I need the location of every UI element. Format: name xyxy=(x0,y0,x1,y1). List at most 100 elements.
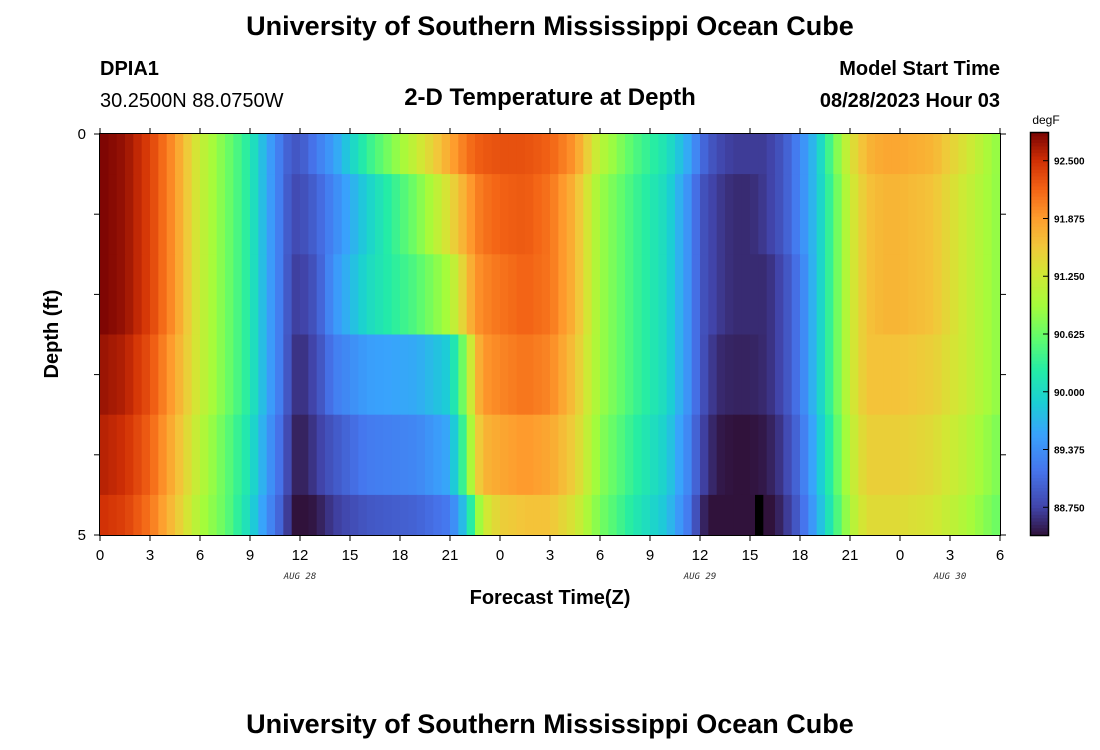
heatmap-cell xyxy=(425,174,434,255)
heatmap-cell xyxy=(233,414,243,496)
colorbar-segment xyxy=(1031,200,1048,204)
heatmap-cell xyxy=(766,414,776,496)
heatmap-cell xyxy=(866,494,876,535)
colorbar-segment xyxy=(1031,334,1048,338)
heatmap-cell xyxy=(400,494,409,535)
heatmap-cell xyxy=(175,174,184,255)
heatmap-cell xyxy=(725,254,734,336)
heatmap-cell xyxy=(425,334,434,416)
plot-title: 2-D Temperature at Depth xyxy=(404,84,696,111)
heatmap-cell xyxy=(716,174,726,255)
colorbar-segment xyxy=(1031,173,1048,178)
heatmap-cell xyxy=(358,414,368,496)
colorbar-segment xyxy=(1031,397,1048,402)
heatmap-cell xyxy=(125,174,134,255)
heatmap-cell xyxy=(250,174,259,255)
heatmap-cell xyxy=(958,134,968,175)
heatmap-cell xyxy=(933,334,943,416)
heatmap-cell xyxy=(841,334,851,416)
heatmap-cell xyxy=(966,334,976,416)
model-start-value: 08/28/2023 Hour 03 xyxy=(820,90,1000,112)
heatmap-cell xyxy=(358,174,368,255)
heatmap-cell xyxy=(650,254,659,336)
colorbar-segment xyxy=(1031,384,1048,389)
heatmap-cell xyxy=(450,334,459,416)
heatmap-cell xyxy=(950,254,959,336)
heatmap-cell xyxy=(991,414,1000,496)
heatmap-cell xyxy=(625,174,634,255)
heatmap-cell xyxy=(233,134,243,175)
heatmap-cell xyxy=(350,174,359,255)
heatmap-cell xyxy=(916,134,926,175)
heatmap-cell xyxy=(658,334,668,416)
heatmap-cell xyxy=(191,494,201,535)
heatmap-cell xyxy=(733,414,743,496)
heatmap-cell xyxy=(183,494,193,535)
heatmap-cell xyxy=(283,174,293,255)
heatmap-cell xyxy=(858,414,868,496)
heatmap-cell xyxy=(900,174,909,255)
heatmap-cell xyxy=(908,254,918,336)
heatmap-cell xyxy=(450,494,459,535)
heatmap-cell xyxy=(316,414,326,496)
heatmap-cell xyxy=(216,414,226,496)
heatmap-cell xyxy=(675,414,684,496)
heatmap-cell xyxy=(700,494,709,535)
x-tick-label: 12 xyxy=(692,547,709,564)
heatmap-cell xyxy=(766,334,776,416)
heatmap-cell xyxy=(650,174,659,255)
heatmap-cell xyxy=(691,254,701,336)
heatmap-cell xyxy=(475,334,484,416)
heatmap-cell xyxy=(783,334,793,416)
heatmap-cell xyxy=(841,494,851,535)
heatmap-cell xyxy=(808,334,818,416)
colorbar-segment xyxy=(1031,437,1048,442)
heatmap-cell xyxy=(733,334,743,416)
colorbar-segment xyxy=(1031,528,1048,533)
colorbar-segment xyxy=(1031,149,1048,154)
heatmap-cell xyxy=(166,494,176,535)
heatmap-cell xyxy=(216,134,226,175)
heatmap-cell xyxy=(933,134,943,175)
heatmap-cell xyxy=(883,414,893,496)
date-label: AUG 28 xyxy=(283,572,317,582)
colorbar-segment xyxy=(1031,431,1048,436)
heatmap-cell xyxy=(533,134,543,175)
heatmap-cell xyxy=(583,494,593,535)
heatmap-cell xyxy=(983,254,993,336)
heatmap-cell xyxy=(775,174,784,255)
heatmap-cell xyxy=(266,254,276,336)
date-label: AUG 29 xyxy=(683,572,717,582)
x-tick-label: 18 xyxy=(392,547,409,564)
heatmap-cell xyxy=(250,494,259,535)
heatmap-cell xyxy=(858,494,868,535)
heatmap-cell xyxy=(566,174,576,255)
heatmap-cell xyxy=(225,254,234,336)
colorbar-tick-label: 91.875 xyxy=(1054,214,1085,225)
heatmap-cell xyxy=(408,494,418,535)
heatmap-cell xyxy=(625,494,634,535)
heatmap-cell xyxy=(608,494,618,535)
heatmap-cell xyxy=(116,414,126,496)
heatmap-cell xyxy=(925,334,934,416)
heatmap-cell xyxy=(541,494,551,535)
colorbar-segment xyxy=(1031,417,1048,422)
heatmap-cell xyxy=(891,134,901,175)
heatmap-cell xyxy=(766,494,776,535)
heatmap-cell xyxy=(491,334,501,416)
heatmap-cell xyxy=(850,414,859,496)
colorbar-segment xyxy=(1031,454,1048,459)
heatmap-cell xyxy=(158,254,168,336)
heatmap-cell xyxy=(733,174,743,255)
heatmap-cell xyxy=(466,134,476,175)
colorbar-segment xyxy=(1031,256,1048,261)
heatmap-cell xyxy=(783,494,793,535)
heatmap-cell xyxy=(450,174,459,255)
heatmap-cell xyxy=(225,174,234,255)
heatmap-cell xyxy=(533,494,543,535)
colorbar-segment xyxy=(1031,317,1048,322)
colorbar-segment xyxy=(1031,344,1048,348)
heatmap-cell xyxy=(891,174,901,255)
heatmap-cell xyxy=(191,334,201,416)
heatmap-cell xyxy=(858,254,868,336)
